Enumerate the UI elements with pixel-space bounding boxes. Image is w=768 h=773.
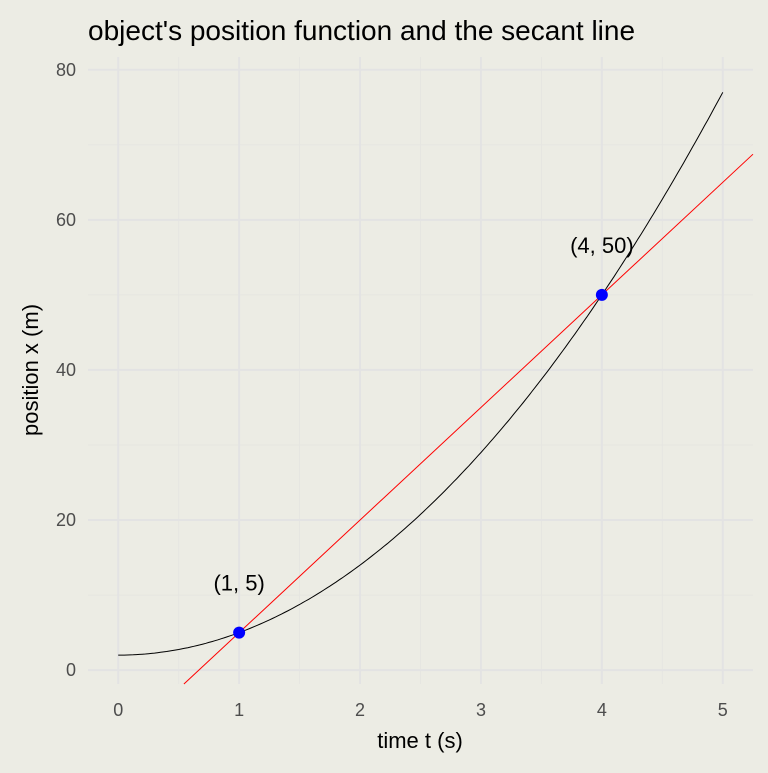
y-tick-label: 60 [56, 210, 76, 230]
x-tick-label: 0 [113, 700, 123, 720]
x-tick-label: 3 [476, 700, 486, 720]
data-point [233, 626, 246, 639]
chart-title: object's position function and the secan… [88, 15, 635, 46]
x-tick-label: 2 [355, 700, 365, 720]
y-tick-label: 20 [56, 510, 76, 530]
data-point [595, 288, 608, 301]
position-curve [118, 92, 724, 656]
points: (1, 5) (4, 50) [213, 233, 634, 639]
x-axis-label: time t (s) [377, 728, 463, 753]
y-tick-label: 80 [56, 60, 76, 80]
point-label: (4, 50) [570, 233, 634, 258]
grid [88, 57, 753, 684]
ticks: 0 1 2 3 4 5 0 20 40 60 80 [56, 60, 728, 720]
x-tick-label: 4 [597, 700, 607, 720]
y-tick-label: 0 [66, 660, 76, 680]
secant-line [183, 153, 754, 685]
point-label: (1, 5) [213, 571, 264, 596]
y-tick-label: 40 [56, 360, 76, 380]
x-tick-label: 5 [718, 700, 728, 720]
series [118, 92, 754, 685]
x-tick-label: 1 [234, 700, 244, 720]
y-axis-label: position x (m) [18, 304, 43, 436]
